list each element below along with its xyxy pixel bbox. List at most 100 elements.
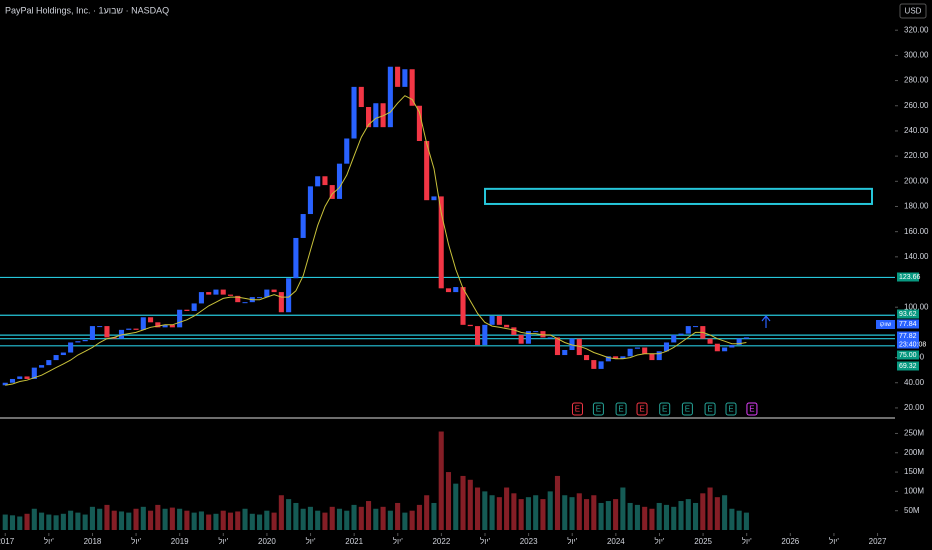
- volume-bar: [518, 499, 524, 530]
- x-tick-label: 2023: [520, 537, 538, 546]
- candle: [126, 328, 132, 330]
- volume-bar: [286, 499, 292, 530]
- volume-bar: [591, 495, 597, 530]
- volume-bar: [322, 512, 328, 530]
- earnings-marker: [704, 402, 716, 416]
- x-tick-label: יול': [829, 537, 839, 546]
- volume-bar: [584, 499, 590, 530]
- volume-bar: [547, 491, 553, 530]
- volume-bar: [743, 512, 749, 530]
- volume-bar: [2, 514, 8, 530]
- candle: [213, 289, 219, 295]
- candle: [220, 289, 226, 295]
- candle: [693, 326, 699, 328]
- price-label-box: [897, 331, 919, 349]
- y-tick-label: 320.00: [904, 25, 929, 34]
- currency: USD: [905, 7, 922, 16]
- candle: [576, 338, 582, 356]
- candle: [155, 322, 161, 328]
- volume-bar: [206, 514, 212, 530]
- price-label: 69.32: [899, 363, 917, 370]
- y-tick-label: 40.00: [904, 378, 925, 387]
- volume-bar: [613, 499, 619, 530]
- x-tick-label: 2026: [781, 537, 799, 546]
- candle: [707, 338, 713, 344]
- volume-bar: [663, 504, 670, 530]
- volume-bar: [714, 497, 720, 530]
- candle: [613, 356, 619, 359]
- volume-bar: [431, 502, 437, 530]
- y-tick-label: 200.00: [904, 176, 929, 185]
- volume-bar: [133, 508, 139, 530]
- candle: [89, 326, 95, 340]
- volume-bar: [60, 513, 66, 530]
- volume-bar: [511, 493, 517, 530]
- volume-bar: [235, 511, 241, 530]
- candle: [729, 344, 735, 348]
- volume-bar: [678, 501, 684, 530]
- candle: [358, 86, 364, 108]
- candle: [547, 337, 553, 339]
- x-tick-label: 2025: [694, 537, 712, 546]
- candle: [634, 347, 640, 349]
- earnings-marker: [636, 402, 648, 416]
- candle: [424, 141, 430, 201]
- price-label-box: [897, 350, 919, 360]
- currency-box[interactable]: [899, 3, 927, 19]
- volume-bar: [184, 510, 190, 530]
- candle: [111, 337, 117, 339]
- candle: [184, 309, 190, 311]
- candle: [431, 196, 437, 201]
- volume-bar: [278, 495, 284, 530]
- volume-bar: [416, 504, 422, 530]
- volume-bar: [424, 495, 430, 530]
- candle: [736, 338, 742, 345]
- candle: [227, 294, 234, 296]
- volume-bar: [344, 510, 350, 530]
- volume-bar: [620, 487, 626, 530]
- volume-bar: [504, 487, 510, 530]
- earnings-marker: [681, 402, 693, 416]
- price-label-box: [897, 272, 919, 282]
- volume-bar: [366, 501, 372, 530]
- volume-bar: [642, 506, 648, 530]
- candle: [68, 342, 74, 353]
- candle: [60, 352, 66, 356]
- candle: [467, 324, 473, 327]
- candle: [75, 341, 81, 343]
- candle: [453, 287, 459, 293]
- volume-bar: [482, 491, 488, 530]
- earnings-marker: [725, 402, 737, 416]
- price-label: 75.00: [899, 352, 917, 359]
- y-tick-label: 240.00: [904, 126, 929, 135]
- volume-bar: [395, 502, 401, 530]
- candle: [322, 176, 328, 186]
- volume-bar: [562, 495, 568, 530]
- volume-bar: [118, 511, 125, 530]
- volume-bar: [453, 483, 459, 530]
- earnings-label: E: [728, 405, 733, 414]
- countdown: 23:40:08: [899, 341, 926, 348]
- candle: [206, 292, 212, 295]
- candle: [257, 297, 263, 299]
- volume-bar: [598, 502, 604, 530]
- candle: [300, 214, 306, 238]
- candle: [82, 339, 88, 342]
- price-label: 123.66: [899, 274, 921, 281]
- volume-bar: [257, 514, 263, 530]
- candle: [97, 326, 103, 328]
- y-tick-label: 260.00: [904, 101, 929, 110]
- candle: [351, 86, 357, 139]
- volume-bar: [722, 495, 728, 530]
- volume-bar: [104, 504, 110, 530]
- candle: [366, 107, 372, 128]
- x-tick-label: יול': [306, 537, 316, 546]
- x-tick-label: יול': [567, 537, 577, 546]
- candle: [293, 237, 299, 279]
- earnings-label: E: [749, 405, 754, 414]
- volume-bar: [671, 506, 677, 530]
- candle: [133, 328, 139, 330]
- y-tick-label: 160.00: [904, 227, 929, 236]
- earnings-marker: [615, 402, 627, 416]
- price-label: 93.62: [899, 311, 917, 318]
